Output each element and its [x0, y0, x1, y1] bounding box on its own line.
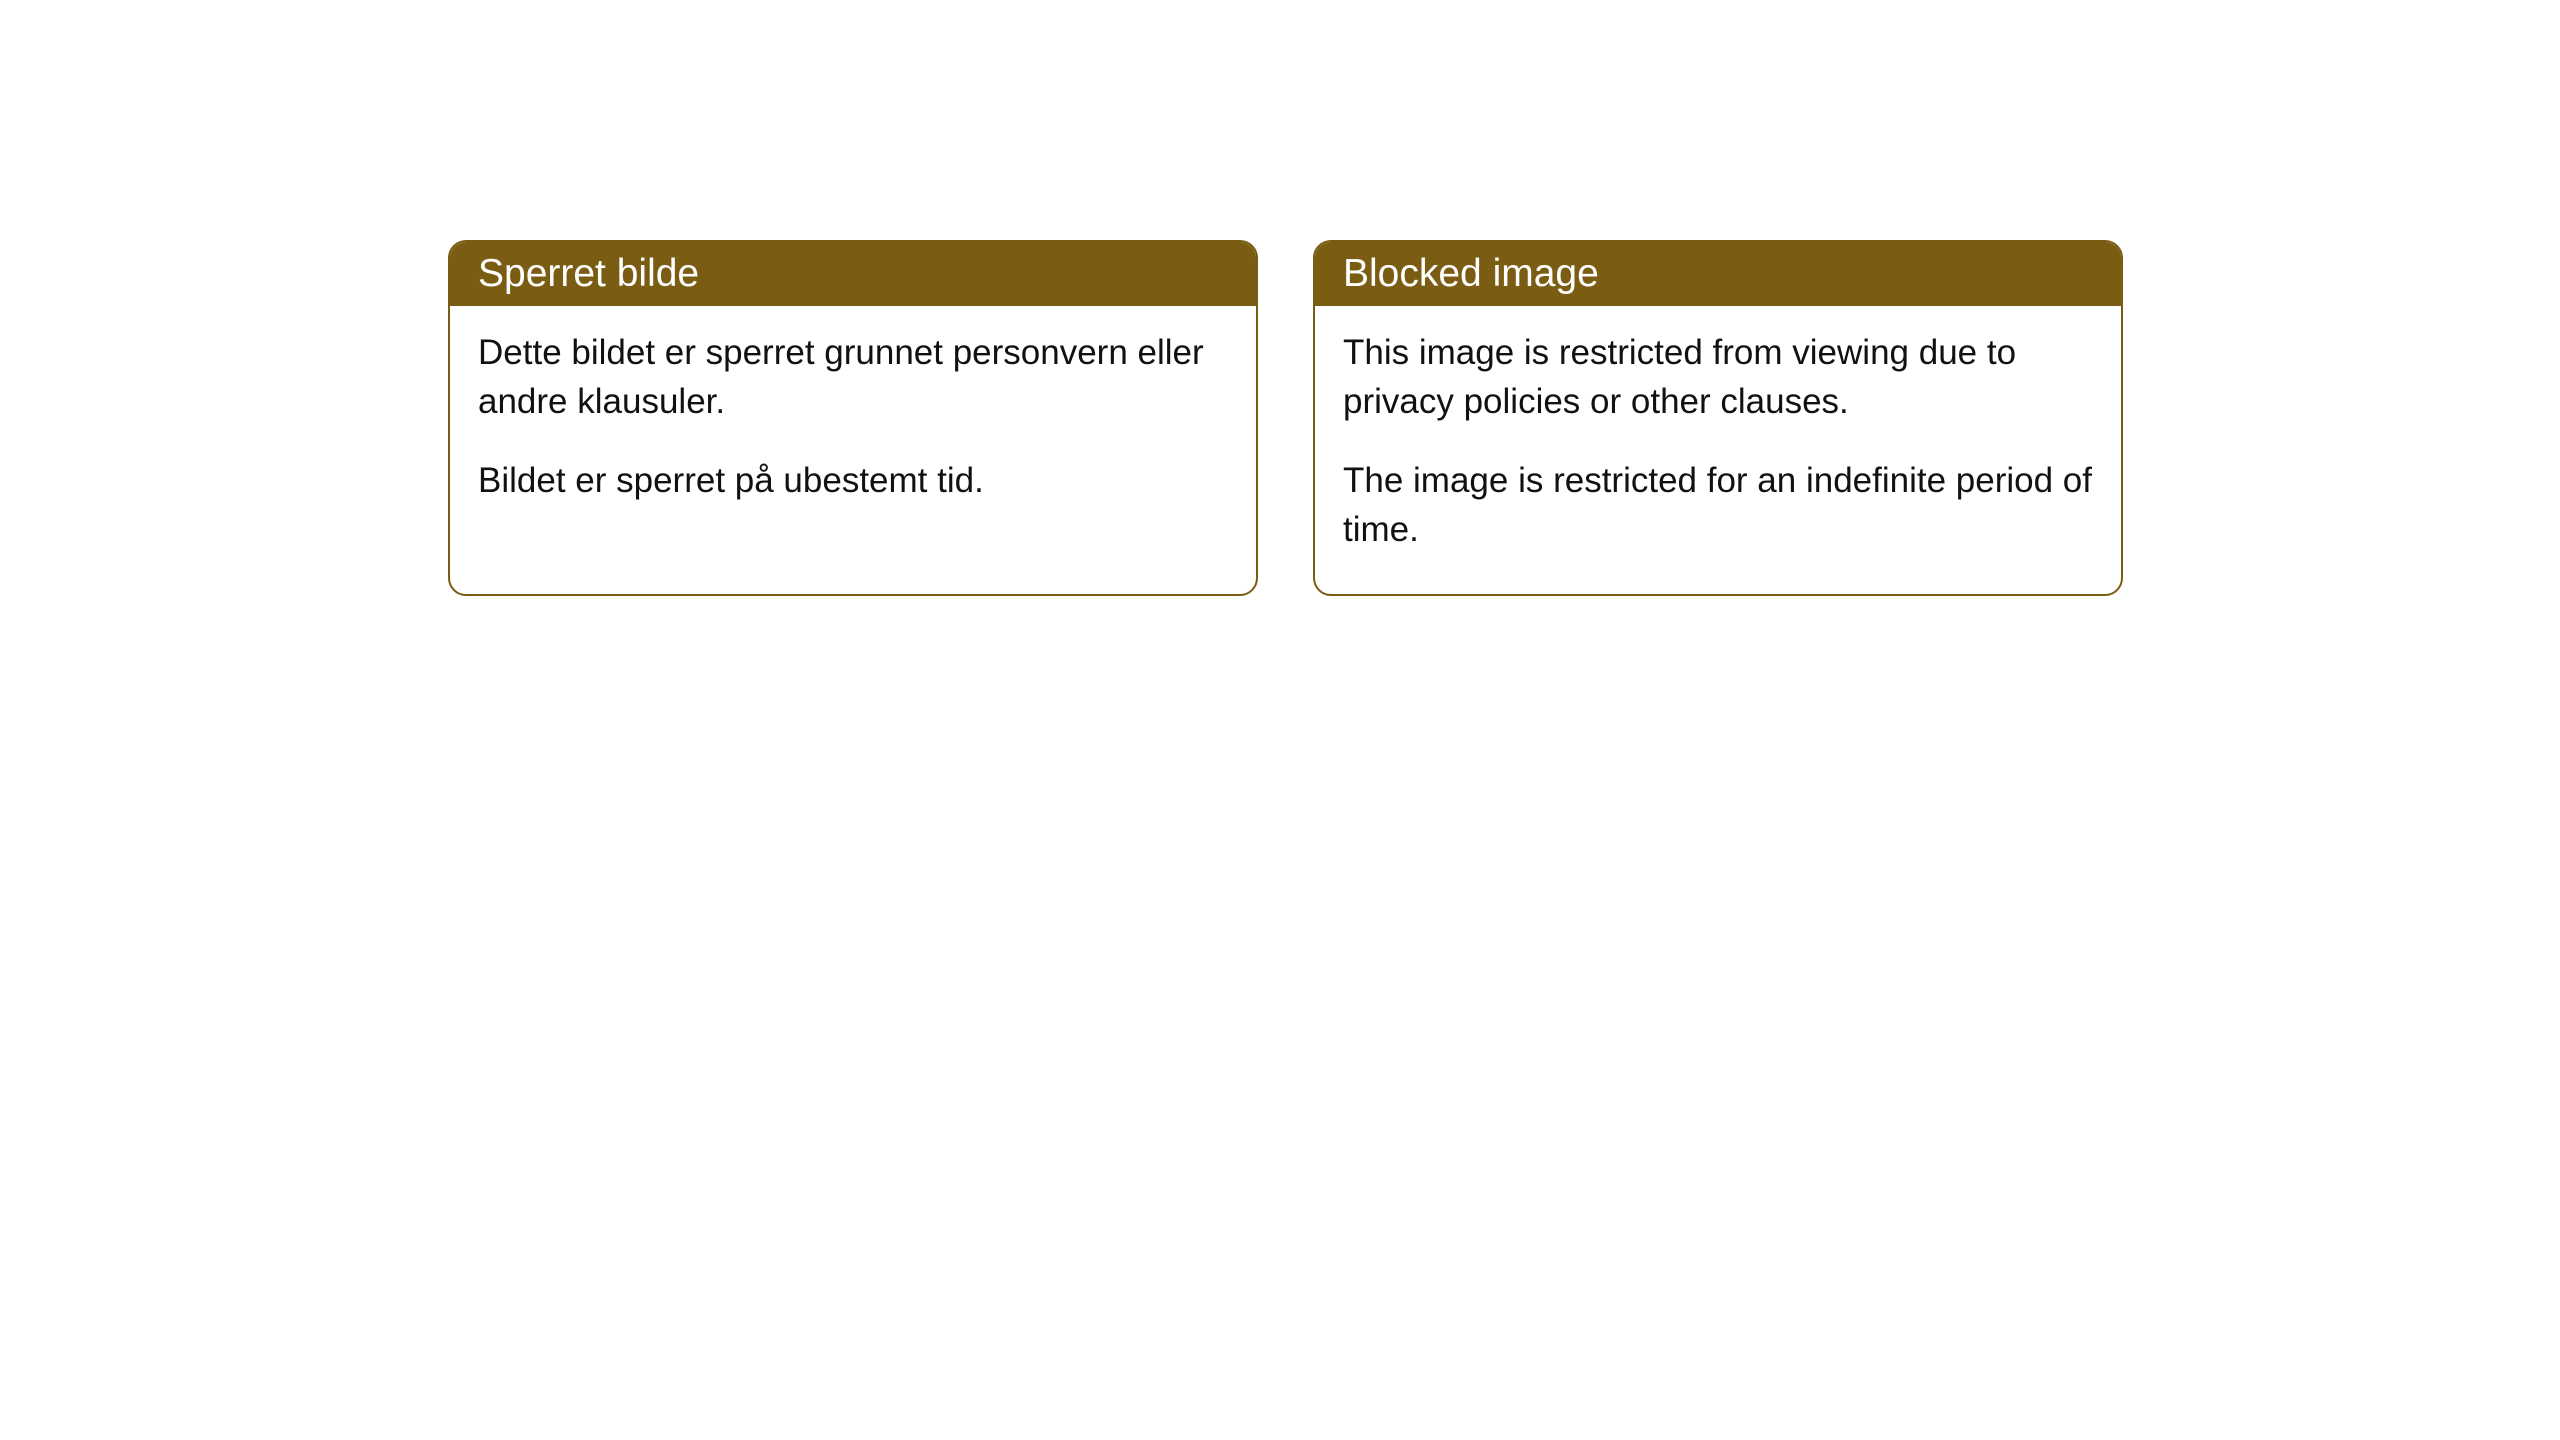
card-body: Dette bildet er sperret grunnet personve… — [450, 306, 1256, 545]
card-body: This image is restricted from viewing du… — [1315, 306, 2121, 594]
card-title: Sperret bilde — [478, 252, 699, 295]
card-paragraph: The image is restricted for an indefinit… — [1343, 456, 2093, 554]
card-paragraph: This image is restricted from viewing du… — [1343, 328, 2093, 426]
card-header: Blocked image — [1315, 242, 2121, 306]
notice-container: Sperret bilde Dette bildet er sperret gr… — [0, 0, 2560, 596]
card-paragraph: Dette bildet er sperret grunnet personve… — [478, 328, 1228, 426]
blocked-image-card-english: Blocked image This image is restricted f… — [1313, 240, 2123, 596]
card-paragraph: Bildet er sperret på ubestemt tid. — [478, 456, 1228, 505]
card-header: Sperret bilde — [450, 242, 1256, 306]
blocked-image-card-norwegian: Sperret bilde Dette bildet er sperret gr… — [448, 240, 1258, 596]
card-title: Blocked image — [1343, 252, 1599, 295]
